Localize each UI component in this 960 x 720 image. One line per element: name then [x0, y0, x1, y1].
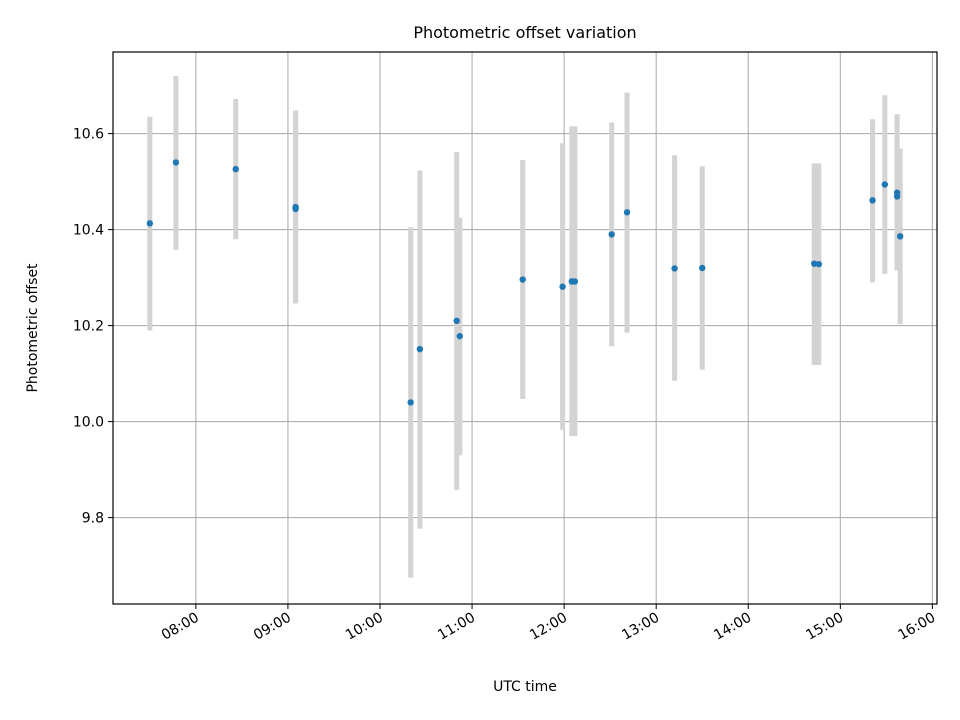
data-point — [519, 276, 526, 283]
y-tick-label: 10.0 — [73, 415, 104, 431]
errorbars — [147, 76, 903, 578]
data-point — [571, 278, 579, 285]
data-point — [559, 283, 566, 290]
data-point — [453, 317, 460, 324]
data-point — [172, 159, 180, 166]
y-tick-label: 10.2 — [73, 319, 104, 335]
plot-frame — [112, 51, 938, 605]
x-tick-label: 08:00 — [159, 610, 202, 644]
x-axis-ticks: 08:00 09:00 10:00 11:00 12:00 13:00 14:00 15:00… — [159, 604, 938, 644]
x-tick-label: 09:00 — [251, 610, 294, 644]
data-point — [869, 197, 876, 204]
data-point — [623, 209, 631, 216]
x-axis-label: UTC time — [493, 679, 557, 695]
data-point — [146, 220, 154, 227]
y-tick-label: 9.8 — [82, 511, 104, 527]
y-tick-label: 10.4 — [73, 223, 104, 239]
data-point — [881, 181, 889, 188]
data-point — [811, 260, 818, 267]
x-tick-label: 11:00 — [435, 610, 478, 644]
x-tick-label: 14:00 — [711, 610, 754, 644]
data-point — [407, 399, 414, 406]
data-points — [146, 159, 904, 406]
data-point — [699, 264, 706, 272]
chart-title: Photometric offset variation — [413, 23, 636, 42]
data-point — [815, 260, 823, 268]
data-point — [416, 345, 424, 353]
data-point — [671, 265, 678, 272]
x-tick-label: 13:00 — [619, 610, 662, 644]
x-tick-label: 10:00 — [343, 610, 386, 644]
data-point — [893, 193, 901, 200]
data-point — [896, 233, 904, 240]
data-point — [292, 203, 299, 211]
x-tick-label: 12:00 — [527, 610, 570, 644]
data-point — [608, 231, 615, 238]
data-point — [456, 332, 463, 340]
data-point — [232, 165, 239, 173]
y-axis-ticks: 9.8 10.0 10.2 10.4 10.6 — [73, 127, 113, 527]
x-tick-label: 15:00 — [803, 610, 846, 644]
y-tick-label: 10.6 — [73, 127, 104, 143]
x-tick-label: 16:00 — [895, 610, 938, 644]
y-axis-label: Photometric offset — [25, 263, 41, 393]
